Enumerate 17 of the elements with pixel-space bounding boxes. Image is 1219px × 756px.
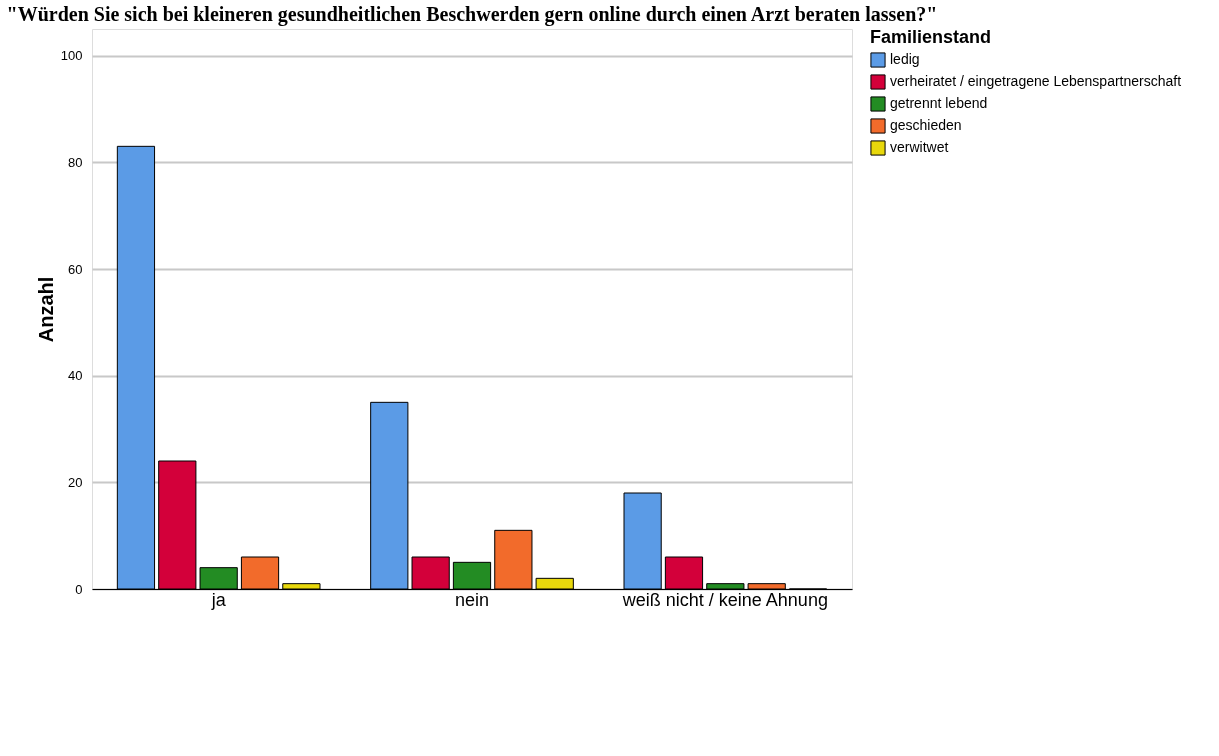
y-axis-title: Anzahl bbox=[34, 276, 57, 343]
x-tick-label: ja bbox=[210, 589, 227, 610]
chart-title: "Würden Sie sich bei kleineren gesundheitlichen Beschwerden gern online durch einen Arzt beraten lassen?" bbox=[6, 3, 938, 26]
x-tick-label: weiß nicht / keine Ahnung bbox=[621, 589, 828, 610]
y-tick-label: 0 bbox=[75, 581, 83, 597]
legend-label: verheiratet / eingetragene Lebenspartnerschaft bbox=[890, 73, 1182, 89]
legend-title: Familienstand bbox=[870, 27, 992, 47]
y-tick-label: 20 bbox=[68, 474, 83, 490]
legend-label: ledig bbox=[890, 51, 920, 67]
legend-label: getrennt lebend bbox=[890, 95, 988, 111]
y-tick-label: 100 bbox=[60, 48, 83, 64]
legend-label: verwitwet bbox=[890, 139, 949, 155]
y-tick-label: 60 bbox=[68, 261, 83, 277]
y-tick-label: 40 bbox=[68, 368, 83, 384]
legend-label: geschieden bbox=[890, 117, 962, 133]
x-tick-label: nein bbox=[454, 589, 490, 610]
y-tick-label: 80 bbox=[68, 154, 83, 170]
